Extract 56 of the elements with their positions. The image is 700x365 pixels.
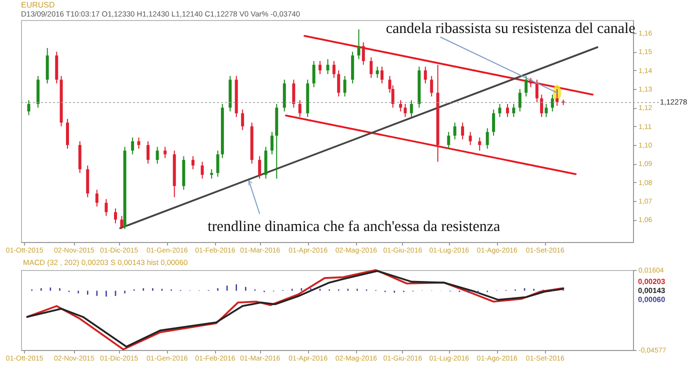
candlestick	[376, 66, 379, 78]
candlestick	[506, 103, 509, 118]
candlestick	[258, 156, 262, 180]
candlestick	[498, 103, 502, 118]
candlestick	[362, 42, 365, 66]
candlestick	[430, 75, 434, 97]
candlestick	[120, 215, 124, 230]
candlestick	[404, 103, 407, 118]
candlestick	[357, 28, 360, 60]
candlestick	[164, 146, 167, 159]
candlestick	[292, 79, 296, 108]
candlestick	[556, 88, 559, 106]
candlestick	[270, 131, 274, 155]
candlestick	[550, 94, 554, 112]
candlestick	[241, 109, 244, 131]
candlestick	[114, 208, 118, 224]
candlestick	[104, 198, 108, 216]
candlestick	[200, 161, 204, 180]
candlestick	[210, 168, 214, 180]
candlestick	[461, 122, 464, 140]
candlestick	[66, 118, 69, 150]
candlestick	[343, 75, 346, 97]
candlestick	[447, 131, 450, 150]
candlestick	[512, 103, 516, 118]
candlestick	[535, 79, 538, 103]
candlestick	[146, 140, 150, 164]
candlestick	[137, 137, 140, 150]
candlestick	[410, 100, 413, 118]
candlestick	[380, 66, 384, 84]
candlestick	[337, 70, 340, 97]
candlestick	[27, 100, 30, 116]
candlestick	[468, 131, 472, 146]
candlestick	[326, 58, 330, 75]
candlestick	[216, 150, 220, 178]
chart-title: EURUSD	[21, 0, 56, 10]
candlestick	[318, 60, 322, 75]
candlestick	[191, 156, 194, 170]
candlestick	[424, 66, 427, 84]
candlestick	[486, 128, 489, 150]
candlestick	[453, 122, 456, 140]
candlestick	[544, 103, 548, 118]
candlestick	[540, 94, 544, 118]
candlestick	[518, 88, 522, 112]
annotation: trendline dinamica che fa anch'essa da resistenza	[208, 219, 501, 235]
candlestick	[298, 100, 302, 118]
candlestick	[95, 189, 98, 208]
candlestick	[312, 60, 316, 88]
candlestick	[478, 137, 482, 152]
candlestick	[131, 137, 134, 155]
candlestick	[332, 60, 336, 78]
candlestick	[399, 100, 402, 112]
candlestick	[492, 109, 496, 136]
candlestick	[524, 75, 528, 97]
candlestick	[370, 56, 373, 78]
candlestick	[156, 146, 159, 164]
annotation: candela ribassista su resistenza del canale	[386, 21, 636, 37]
